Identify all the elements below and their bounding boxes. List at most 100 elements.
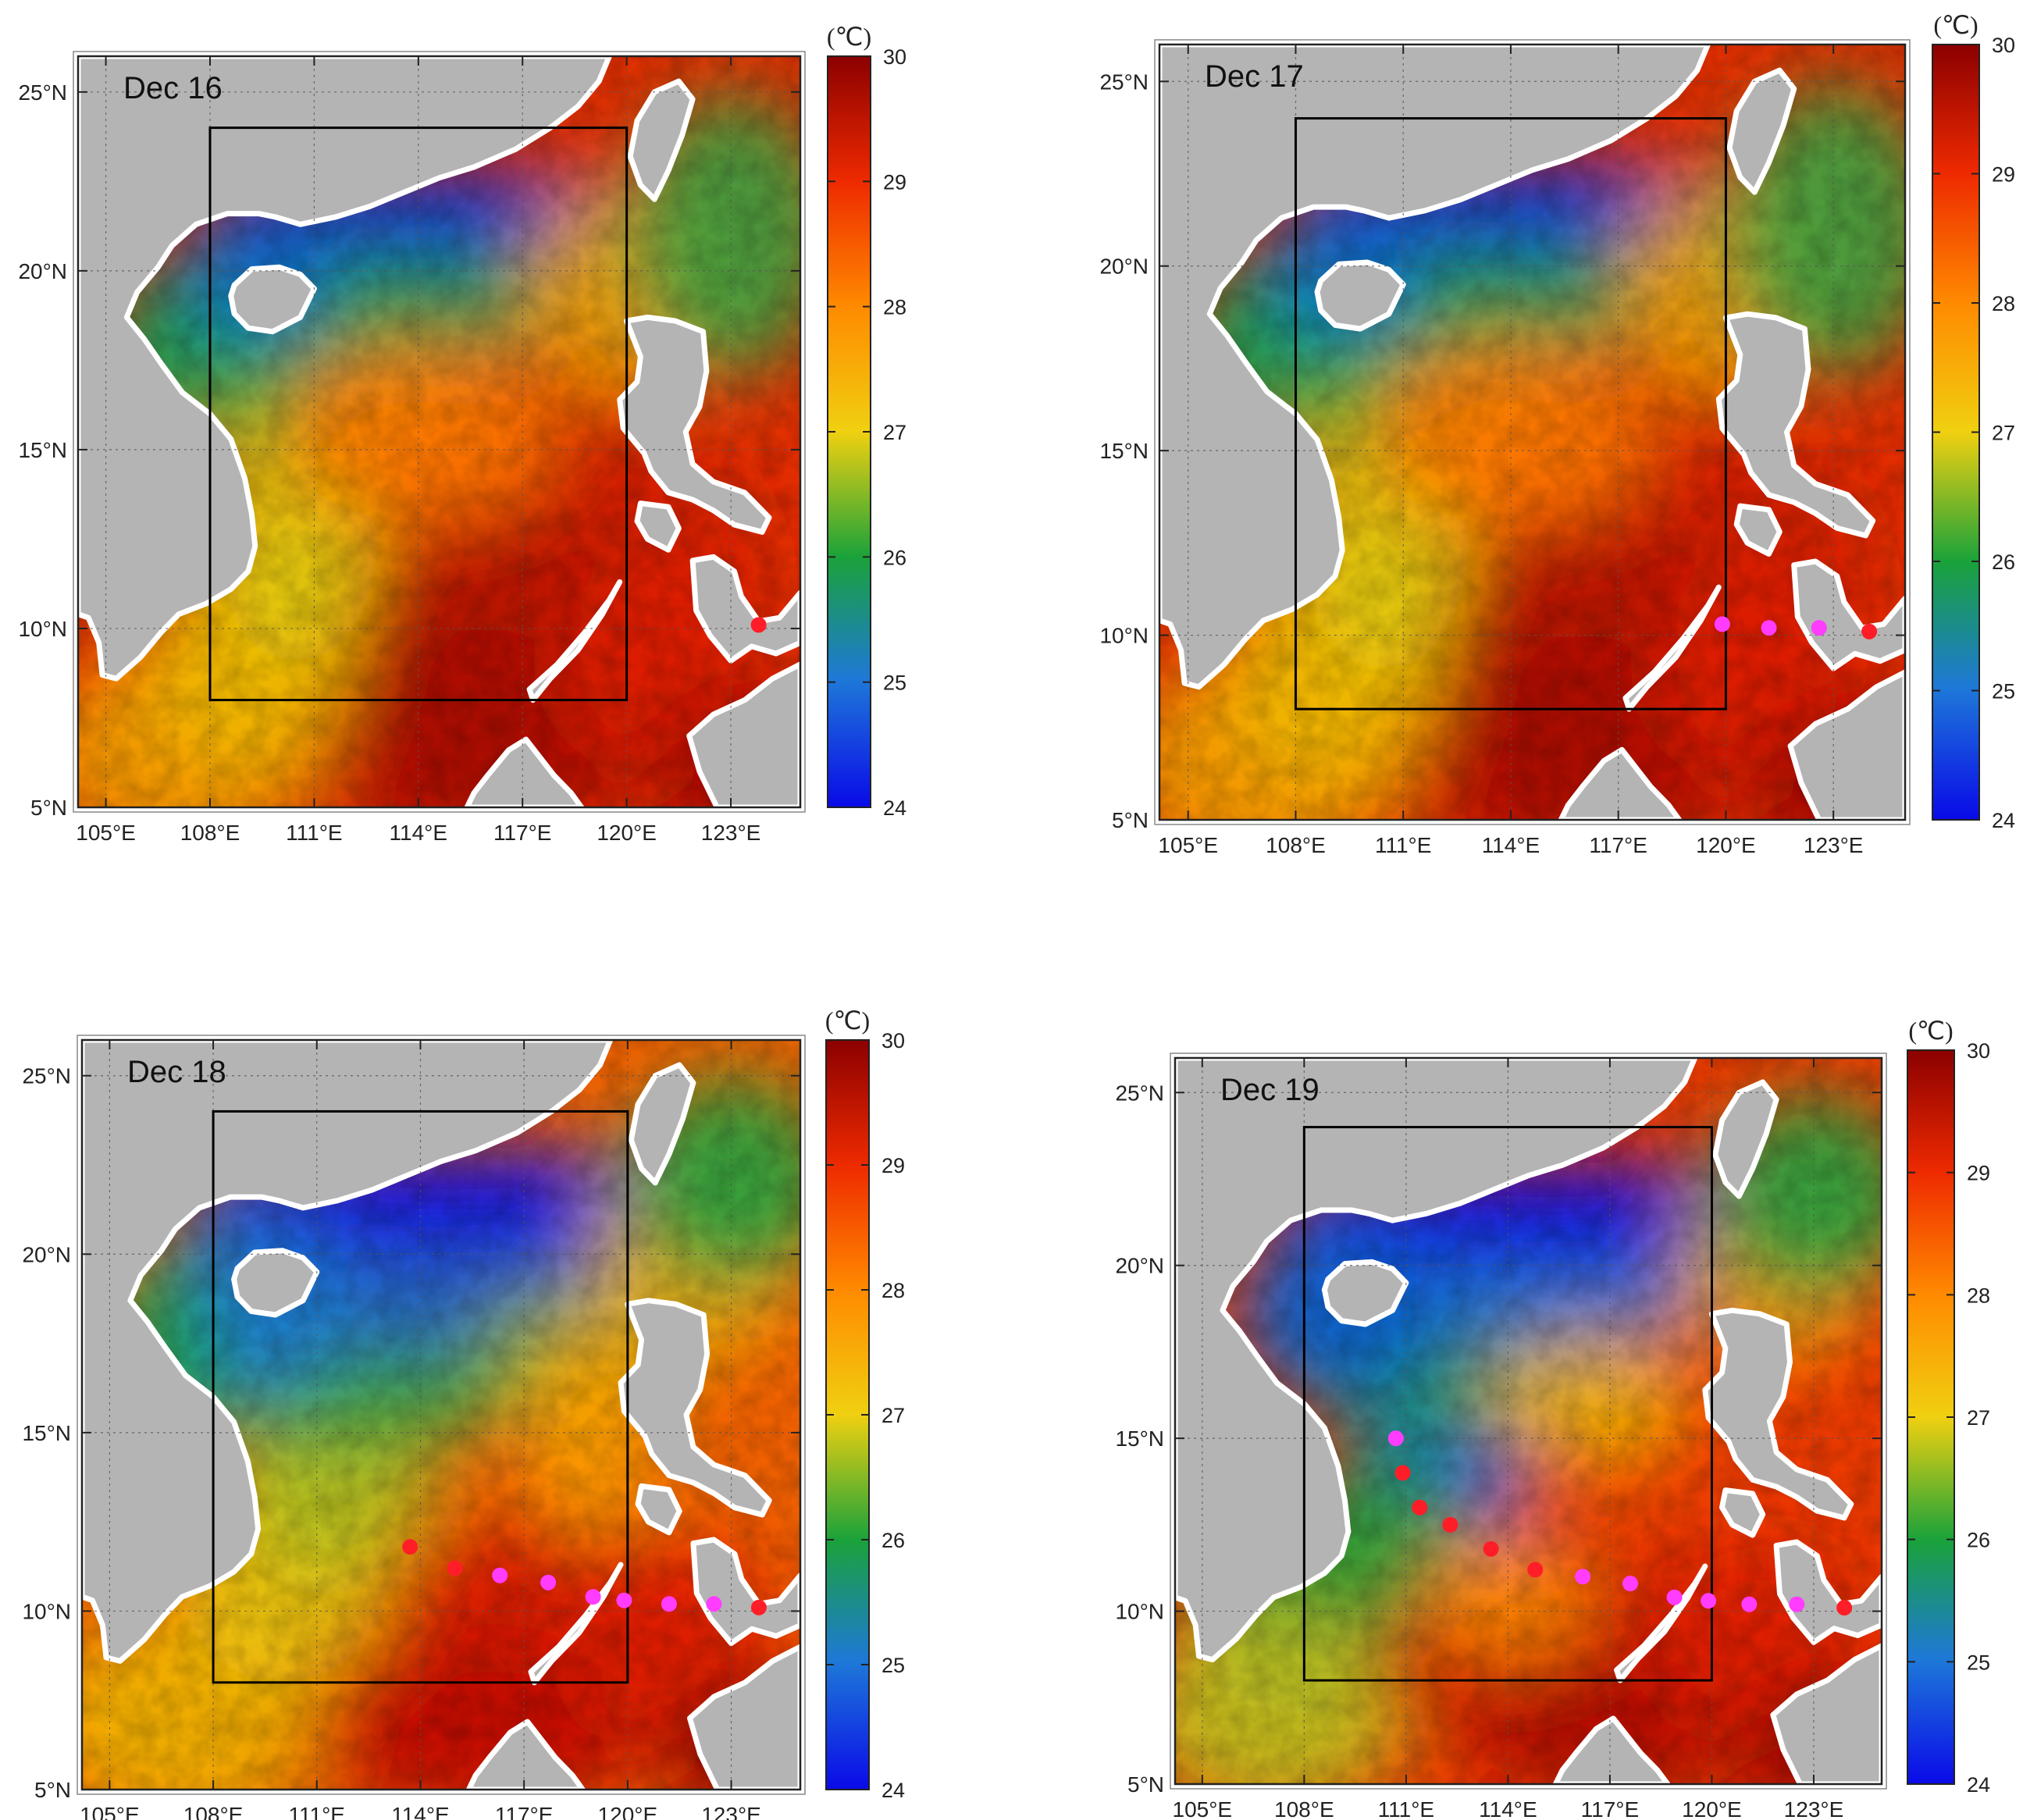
colorbar-tick-label: 24 (883, 796, 906, 820)
land-mindoro (1719, 1487, 1766, 1538)
land-taiwan (1726, 67, 1797, 195)
map-frame (1158, 43, 1907, 821)
track-marker-red (402, 1539, 418, 1555)
land-luzon (617, 314, 772, 535)
land-visayas (1773, 1539, 1882, 1645)
land-luzon (618, 1298, 772, 1518)
track-markers (402, 1539, 767, 1615)
track-marker-magenta (1701, 1593, 1717, 1609)
lon-tick-label: 105°E (1173, 1797, 1233, 1820)
panel-date-title: Dec 17 (1205, 59, 1304, 94)
colorbar-tick-label: 27 (882, 1404, 905, 1427)
track-marker-magenta (1741, 1596, 1758, 1612)
lat-tick-label: 10°N (18, 617, 67, 641)
map-frame (1174, 1056, 1883, 1786)
land-visayas (1791, 558, 1905, 671)
track-markers (1387, 1430, 1853, 1616)
study-area-box (1302, 1126, 1713, 1682)
track-marker-magenta (1387, 1430, 1404, 1447)
land-luzon (1702, 1307, 1854, 1521)
lat-tick-label: 20°N (22, 1242, 71, 1266)
colorbar-tick-label: 29 (1992, 163, 2015, 187)
land-mindoro (635, 1483, 682, 1536)
track-marker-magenta (1666, 1589, 1683, 1605)
lon-tick-label: 105°E (80, 1803, 140, 1820)
lat-tick-label: 10°N (1115, 1600, 1164, 1624)
colorbar-tick-label: 30 (1967, 1039, 1990, 1063)
land-hainan (228, 264, 317, 335)
lon-tick-label: 123°E (701, 1803, 761, 1820)
lon-tick-label: 108°E (1266, 833, 1326, 857)
lon-tick-label: 117°E (1581, 1797, 1640, 1820)
colorbar-tick-label: 26 (882, 1529, 905, 1552)
lon-tick-label: 117°E (495, 1803, 554, 1820)
map-panel-2: 105°E 108°E 111°E 114°E 117°E 120°E 123°E 5°N 10… (1099, 11, 2015, 857)
land-borneo (464, 736, 585, 807)
colorbar-unit-label: (℃) (827, 23, 871, 51)
track-marker-red (447, 1560, 463, 1576)
colorbar-tick-label: 25 (1992, 680, 2015, 703)
lon-tick-label: 117°E (1589, 833, 1647, 857)
track-marker-red (1483, 1540, 1499, 1557)
track-marker-magenta (1622, 1576, 1639, 1592)
track-marker-magenta (492, 1567, 508, 1583)
colorbar-tick-label: 25 (883, 671, 906, 695)
colorbar-tick-label: 27 (883, 421, 906, 444)
land-hainan (1321, 1259, 1409, 1327)
map-panel-3: 105°E 108°E 111°E 114°E 117°E 120°E 123°E 5°N 10… (22, 1006, 905, 1820)
lat-tick-label: 20°N (1115, 1254, 1164, 1278)
land-luzon (1715, 311, 1876, 539)
colorbar-unit-label: (℃) (825, 1006, 870, 1035)
lat-tick-label: 10°N (1099, 624, 1149, 648)
track-marker-red (1394, 1465, 1411, 1481)
map-frame (80, 1038, 802, 1791)
track-marker-magenta (706, 1596, 722, 1612)
track-marker-magenta (1761, 620, 1777, 636)
land-palawan (526, 579, 623, 703)
colorbar-tick-label: 29 (1967, 1162, 1990, 1185)
land-borneo (1552, 1715, 1671, 1784)
land-mindanao (1787, 669, 1905, 820)
colorbar-tick-label: 24 (1992, 809, 2015, 832)
colorbar: 24 25 26 27 28 29 30 (℃) (825, 1006, 905, 1802)
land-borneo (465, 1718, 586, 1790)
lon-tick-label: 114°E (1482, 833, 1540, 857)
land-mindanao (687, 1644, 800, 1790)
lat-tick-label: 10°N (22, 1599, 71, 1623)
lon-tick-label: 117°E (493, 821, 552, 845)
land-palawan (1614, 1563, 1708, 1683)
land-mindoro (634, 500, 682, 553)
lon-tick-label: 108°E (183, 1803, 244, 1820)
track-marker-magenta (585, 1589, 601, 1605)
track-marker-magenta (616, 1592, 632, 1608)
track-marker-red (1412, 1499, 1428, 1515)
track-marker-magenta (540, 1574, 557, 1590)
land-mindoro (1733, 503, 1783, 557)
track-marker-red (1442, 1516, 1458, 1533)
colorbar-tick-label: 27 (1967, 1406, 1990, 1430)
lat-tick-label: 15°N (1099, 439, 1149, 463)
map-panel-4: 105°E 108°E 111°E 114°E 117°E 120°E 123°E 5°N 10… (1115, 1017, 1990, 1820)
lon-tick-label: 123°E (1804, 833, 1864, 857)
study-area-box (1294, 117, 1727, 711)
lon-tick-label: 120°E (597, 821, 657, 845)
land-palawan (1622, 584, 1722, 712)
lon-tick-label: 108°E (1274, 1797, 1334, 1820)
colorbar: 24 25 26 27 28 29 30 (℃) (1907, 1017, 1990, 1797)
lon-tick-label: 114°E (390, 821, 448, 845)
track-marker-magenta (1714, 616, 1730, 632)
colorbar-tick-label: 29 (882, 1154, 905, 1177)
track-marker-red (1836, 1600, 1853, 1616)
lon-tick-label: 114°E (1479, 1797, 1537, 1820)
colorbar-tick-label: 28 (882, 1279, 905, 1302)
track-marker-red (1527, 1562, 1544, 1578)
colorbar-tick-label: 26 (1992, 550, 2015, 574)
colorbar-tick-label: 24 (1967, 1773, 1990, 1797)
lat-tick-label: 5°N (30, 796, 67, 820)
land-visayas (689, 554, 800, 664)
lat-tick-label: 20°N (1099, 255, 1149, 279)
lon-tick-label: 111°E (286, 821, 342, 845)
panel-date-title: Dec 19 (1220, 1073, 1320, 1107)
track-markers (750, 617, 767, 633)
colorbar-tick-label: 28 (1967, 1284, 1990, 1307)
